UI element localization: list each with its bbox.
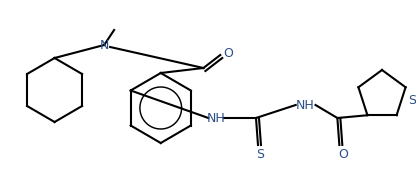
Text: N: N — [99, 39, 109, 51]
Text: S: S — [408, 94, 416, 107]
Text: O: O — [223, 47, 233, 59]
Text: O: O — [338, 148, 348, 162]
Text: NH: NH — [296, 99, 315, 111]
Text: S: S — [256, 148, 264, 162]
Text: NH: NH — [207, 111, 226, 125]
